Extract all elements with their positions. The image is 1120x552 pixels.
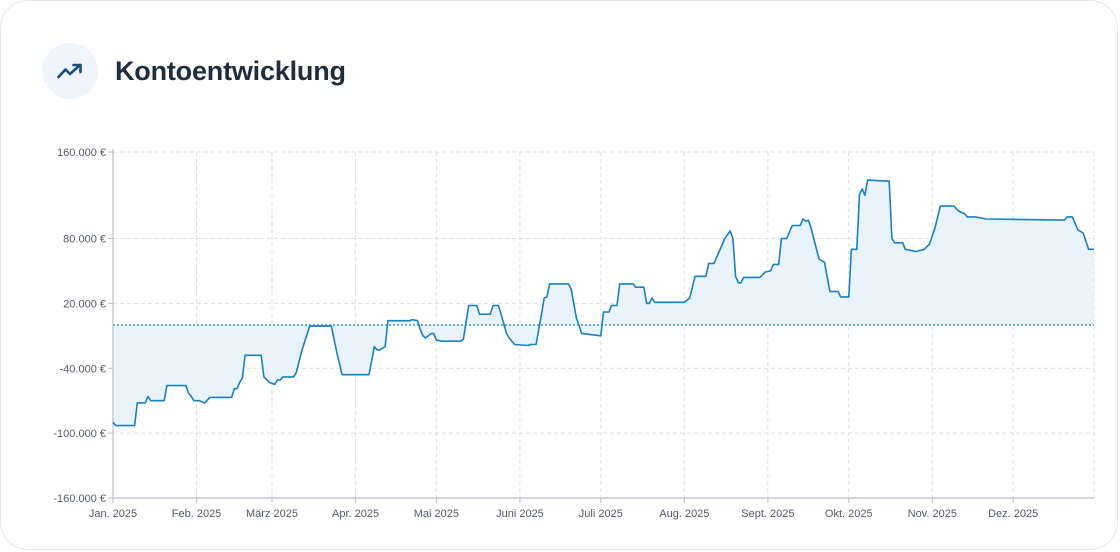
card-title: Kontoentwicklung xyxy=(115,55,346,86)
x-tick-label: Dez. 2025 xyxy=(988,508,1038,520)
y-tick-label: 80.000 € xyxy=(63,234,106,246)
x-tick-label: März 2025 xyxy=(246,508,298,520)
trending-up-icon xyxy=(42,43,98,99)
balance-line xyxy=(112,179,1094,427)
x-tick-label: Aug. 2025 xyxy=(659,508,709,520)
y-tick-label: 160.000 € xyxy=(57,147,106,159)
x-tick-label: Jan. 2025 xyxy=(89,508,137,520)
card-header: Kontoentwicklung xyxy=(42,43,346,99)
balance-area xyxy=(113,180,1094,426)
x-tick-label: Nov. 2025 xyxy=(908,508,957,520)
x-tick-label: Feb. 2025 xyxy=(172,508,222,520)
x-tick-label: Apr. 2025 xyxy=(332,508,379,520)
trending-up-icon-glyph xyxy=(57,63,82,79)
y-tick-label: 20.000 € xyxy=(63,298,106,310)
x-tick-label: Sept. 2025 xyxy=(741,508,794,520)
x-tick-label: Juli 2025 xyxy=(579,508,623,520)
y-tick-label: -160.000 € xyxy=(53,493,106,505)
x-tick-label: Mai 2025 xyxy=(414,508,459,520)
x-tick-label: Okt. 2025 xyxy=(825,508,873,520)
y-tick-label: -100.000 € xyxy=(53,428,106,440)
y-tick-label: -40.000 € xyxy=(60,363,106,375)
x-tick-label: Juni 2025 xyxy=(496,508,544,520)
